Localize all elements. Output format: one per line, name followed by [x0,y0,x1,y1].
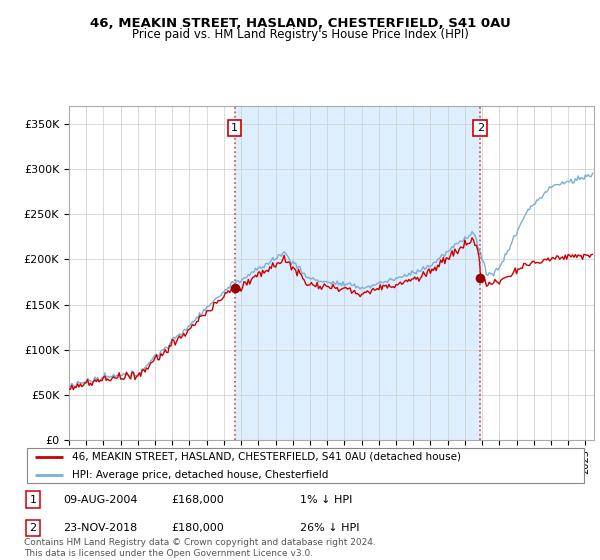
Text: 1: 1 [231,123,238,133]
Text: 2: 2 [477,123,484,133]
Bar [235,106,481,440]
Text: 2: 2 [29,523,37,533]
Text: 1: 1 [29,494,37,505]
Text: HPI: Average price, detached house, Chesterfield: HPI: Average price, detached house, Ches… [72,470,328,480]
Text: £168,000: £168,000 [171,494,224,505]
FancyBboxPatch shape [27,448,584,483]
Text: Price paid vs. HM Land Registry's House Price Index (HPI): Price paid vs. HM Land Registry's House … [131,28,469,41]
Text: 46, MEAKIN STREET, HASLAND, CHESTERFIELD, S41 0AU (detached house): 46, MEAKIN STREET, HASLAND, CHESTERFIELD… [72,451,461,461]
Text: 26% ↓ HPI: 26% ↓ HPI [300,523,359,533]
Text: £180,000: £180,000 [171,523,224,533]
Text: 23-NOV-2018: 23-NOV-2018 [63,523,137,533]
Text: 09-AUG-2004: 09-AUG-2004 [63,494,137,505]
Text: Contains HM Land Registry data © Crown copyright and database right 2024.
This d: Contains HM Land Registry data © Crown c… [24,538,376,558]
Text: 1% ↓ HPI: 1% ↓ HPI [300,494,352,505]
Text: 46, MEAKIN STREET, HASLAND, CHESTERFIELD, S41 0AU: 46, MEAKIN STREET, HASLAND, CHESTERFIELD… [89,17,511,30]
